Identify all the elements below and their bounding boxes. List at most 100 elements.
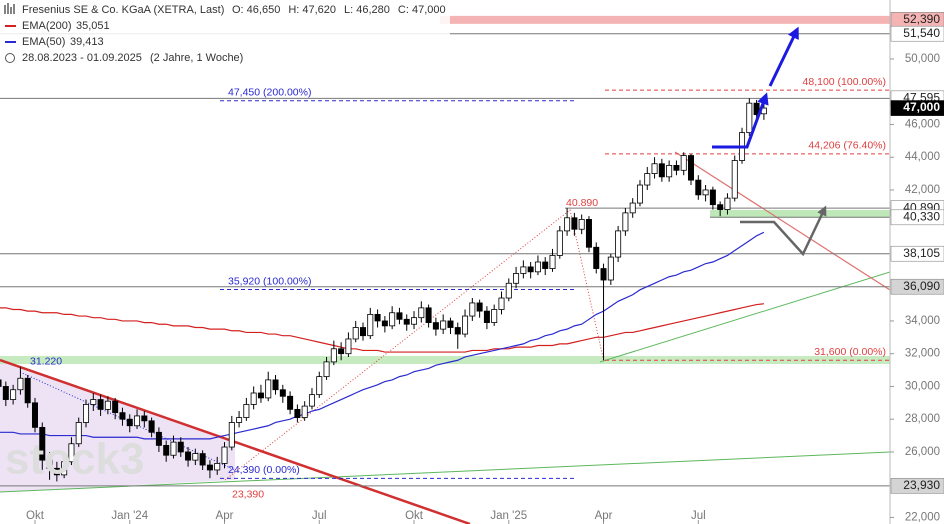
- candle-body: [556, 230, 563, 256]
- candle-body: [338, 348, 345, 355]
- trendline: [0, 451, 890, 493]
- level-label: 47,000: [903, 100, 940, 114]
- candle-body: [155, 431, 162, 446]
- candle-body: [185, 451, 192, 461]
- x-tick-label: Jul: [691, 510, 706, 522]
- candle-body: [746, 102, 753, 134]
- candle-body: [97, 399, 104, 410]
- candle-body: [374, 313, 381, 322]
- candle-body: [425, 307, 432, 323]
- candle-body: [476, 302, 483, 312]
- level-label: 23,930: [903, 478, 940, 492]
- x-tick-label: Okt: [405, 510, 424, 522]
- level-label: 51,540: [903, 26, 940, 40]
- ohlc-item: O: 46,650: [232, 4, 280, 16]
- icon: [4, 3, 15, 14]
- annotation: 31.220: [30, 355, 62, 367]
- level-badge: [890, 245, 944, 262]
- x-tick-label: Apr: [595, 510, 613, 522]
- y-tick-label: 46,000: [905, 118, 940, 130]
- candle-body: [90, 399, 97, 405]
- candle-body: [454, 327, 461, 335]
- candle-body: [170, 441, 177, 456]
- candle-body: [39, 426, 46, 461]
- arrows: [712, 26, 827, 257]
- candle-body: [24, 377, 31, 404]
- date-range: 28.08.2023 - 01.09.2025: [22, 52, 142, 64]
- candle-body: [389, 312, 396, 327]
- candle-body: [695, 179, 702, 196]
- candle-body: [2, 386, 9, 400]
- candle-body: [513, 273, 520, 284]
- candle-body: [323, 361, 330, 378]
- candle-body: [177, 441, 184, 453]
- candle-body: [330, 348, 337, 363]
- ohlc-item: C: 47,000: [398, 4, 446, 16]
- candle-body: [119, 412, 126, 420]
- fib-guide: [224, 209, 605, 481]
- candle-body: [571, 217, 578, 230]
- candle-body: [403, 318, 410, 325]
- candle-body: [250, 392, 257, 405]
- icon: [5, 53, 15, 63]
- x-tick-label: Apr: [216, 510, 234, 522]
- plot-area: 47,450 (200.00%) 35,920 (100.00%) 24,390 (…: [0, 15, 890, 524]
- candle-body: [243, 404, 250, 418]
- legend-value: 39,413: [70, 36, 104, 48]
- candle-body: [272, 379, 279, 391]
- candle-body: [483, 310, 490, 323]
- level-label: 52,390: [903, 12, 940, 26]
- level-badge: [890, 478, 944, 494]
- y-tick-label: 32,000: [905, 348, 940, 360]
- candle-body: [578, 219, 585, 230]
- candle-body: [352, 327, 359, 340]
- annotation: 40.890: [566, 197, 598, 209]
- candle-body: [381, 320, 388, 327]
- candle-body: [673, 164, 680, 171]
- candle-body: [636, 184, 643, 204]
- support-zone: [710, 210, 890, 217]
- candle-body: [316, 376, 323, 396]
- fib-label: 47,450 (200.00%): [228, 86, 311, 98]
- candle-body: [564, 217, 571, 232]
- candle-body: [75, 422, 82, 445]
- x-tick-label: Jan '24: [111, 510, 148, 522]
- candle-body: [53, 467, 60, 476]
- candle-body: [104, 400, 111, 410]
- price-area: [0, 97, 767, 482]
- fib-label: 35,920 (100.00%): [228, 275, 311, 287]
- candle-body: [199, 453, 206, 466]
- level-badge: [890, 100, 944, 116]
- candle-body: [10, 389, 17, 400]
- candle-body: [148, 420, 155, 433]
- ema-line: [0, 231, 765, 440]
- range-note: (2 Jahre, 1 Woche): [150, 52, 243, 64]
- candle-body: [498, 297, 505, 310]
- arrow: [740, 205, 827, 257]
- candle-body: [31, 402, 38, 428]
- candle-body: [134, 415, 141, 427]
- candle-body: [46, 459, 53, 469]
- candle-body: [731, 160, 738, 199]
- candle-body: [141, 415, 148, 422]
- y-tick-label: 28,000: [905, 413, 940, 425]
- candle-body: [308, 394, 315, 407]
- candle-body: [527, 266, 534, 273]
- annotation: 23,390: [232, 488, 264, 500]
- candle-body: [214, 463, 221, 471]
- candle-body: [236, 417, 243, 423]
- level-badge: [890, 278, 944, 295]
- candle-body: [17, 377, 24, 391]
- y-tick-label: 26,000: [905, 446, 940, 458]
- candle-body: [163, 444, 170, 456]
- candle-body: [411, 317, 418, 325]
- candle-body: [717, 204, 724, 210]
- support-zone: [0, 356, 890, 364]
- candle-body: [345, 338, 352, 355]
- candle-body: [126, 418, 133, 427]
- candle-body: [206, 464, 213, 471]
- y-tick-label: 42,000: [905, 184, 940, 196]
- price-axis: 22,000 26,000 28,000 30,000 32,000 34,000 42,0…: [889, 0, 944, 524]
- candle-body: [615, 230, 622, 258]
- candle-body: [396, 312, 403, 320]
